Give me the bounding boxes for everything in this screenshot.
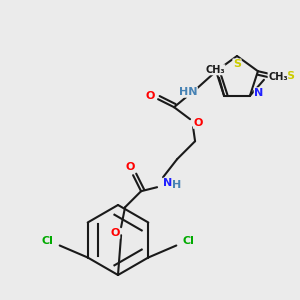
Text: CH₃: CH₃ xyxy=(205,65,225,75)
Text: S: S xyxy=(286,71,294,81)
Text: Cl: Cl xyxy=(182,236,194,247)
Text: H: H xyxy=(172,180,182,190)
Text: Cl: Cl xyxy=(42,236,54,247)
Text: CH₃: CH₃ xyxy=(268,72,288,82)
Text: O: O xyxy=(194,118,203,128)
Text: HN: HN xyxy=(179,87,197,97)
Text: N: N xyxy=(254,88,264,98)
Text: O: O xyxy=(125,162,135,172)
Text: N: N xyxy=(164,178,173,188)
Text: O: O xyxy=(146,91,155,101)
Text: O: O xyxy=(110,228,120,238)
Text: S: S xyxy=(233,59,241,69)
